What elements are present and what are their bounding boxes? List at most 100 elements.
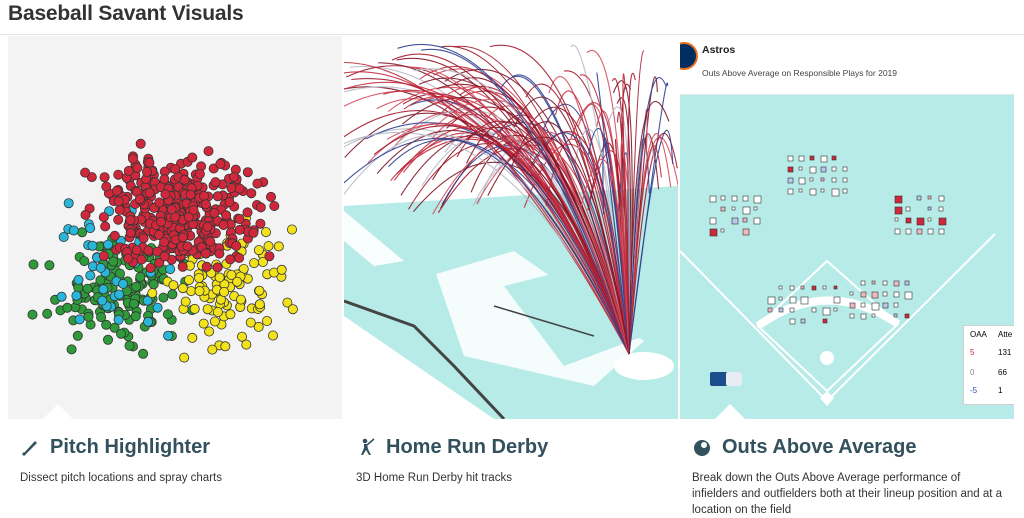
page-title: Baseball Savant Visuals [8,2,244,25]
hit-track [383,89,630,355]
card-title-row[interactable]: Outs Above Average [692,434,917,460]
pitch-dot [74,314,85,325]
hit-track [487,136,630,355]
pitch-dot [234,224,245,235]
pitch-highlighter-thumbnail[interactable] [8,36,342,419]
pitch-dot [124,340,135,351]
pitch-dot [109,230,120,241]
pitch-dot [163,330,174,341]
oaa-cell [904,291,913,300]
card-pitch-highlighter[interactable]: Pitch Highlighter Dissect pitch location… [8,36,342,504]
oaa-cell [709,217,717,225]
hit-track [432,139,630,355]
hit-track [627,72,636,355]
hit-track [407,66,630,355]
oaa-cell [860,280,866,286]
oaa-cell [800,285,805,290]
hit-track [351,78,630,355]
oaa-cell [904,313,910,319]
pitch-dot [101,181,112,192]
hit-track [373,125,630,355]
hit-track [628,77,667,355]
pitch-dot [234,213,245,224]
pitch-dot [261,315,272,326]
pitch-dot [148,279,159,290]
pitch-dot [27,309,38,320]
oaa-cell [842,188,848,194]
pitch-dot [144,157,155,168]
hit-track [393,125,630,355]
pitch-dot [162,309,173,320]
outs-above-average-thumbnail[interactable]: Astros Outs Above Average on Responsible… [680,36,1014,419]
pitch-dot [214,248,225,259]
card-title[interactable]: Pitch Highlighter [50,435,210,458]
pitch-dot [207,344,218,355]
pitch-dot [135,271,146,282]
hit-track [606,106,631,355]
pitch-dot [242,167,253,178]
card-pointer [378,404,410,420]
oaa-cell [767,296,776,305]
pitch-dot [231,240,242,251]
oaa-cell [720,195,726,201]
pitch-dot [113,214,124,225]
pitch-dot [202,304,213,315]
pitch-dot [199,190,210,201]
oaa-cell [833,285,838,290]
pitch-dot [177,261,188,272]
pitch-dot [183,211,194,222]
pitch-dot [177,283,188,294]
pitch-dot [125,227,136,238]
pitch-dot [108,256,119,267]
card-outs-above-average[interactable]: Astros Outs Above Average on Responsible… [680,36,1014,516]
oaa-cell [742,206,751,215]
pitch-dot [134,194,145,205]
pitch-dot [245,317,256,328]
oaa-cell [789,307,795,313]
oaa-cell [798,166,803,171]
pitch-dot [248,227,259,238]
oaa-cell [789,296,797,304]
pitch-dot [254,299,265,310]
card-home-run-derby[interactable]: Home Run Derby 3D Home Run Derby hit tra… [344,36,678,504]
pitch-dot [82,283,93,294]
pitch-dot [97,295,108,306]
oaa-cell [820,166,827,173]
table-cell: 131 [998,348,1012,357]
card-title[interactable]: Outs Above Average [722,435,917,458]
pitch-dot [87,240,98,251]
oaa-cell [893,302,899,308]
card-title-row[interactable]: Pitch Highlighter [20,434,210,460]
oaa-cell [811,285,817,291]
oaa-cell [882,280,888,286]
pitch-dot [62,302,73,313]
pitch-dot [187,332,198,343]
pitch-dot [201,261,212,272]
pitch-dot [182,241,193,252]
pitch-dot [167,289,178,300]
pitch-dot [112,185,123,196]
home-run-derby-thumbnail[interactable] [344,36,678,419]
oaa-cell [767,307,773,313]
pitch-dot [282,297,293,308]
card-title[interactable]: Home Run Derby [386,435,549,458]
oaa-cell [822,285,827,290]
hit-track [397,43,630,355]
pitch-dot [143,316,154,327]
pitch-dot [168,280,179,291]
pitch-dot [166,204,177,215]
hit-track [525,83,630,355]
oaa-cell [927,195,932,200]
batter-icon [356,437,376,457]
pitch-dot [113,314,124,325]
pitch-dot [131,281,142,292]
oaa-cell [800,296,809,305]
card-pointer [714,404,746,420]
pitch-dot [147,288,158,299]
oaa-cell [742,228,750,236]
pitch-dot [189,303,200,314]
pitch-dot [276,264,287,275]
pitch-dot [241,339,252,350]
card-title-row[interactable]: Home Run Derby [356,434,548,460]
hit-track [596,72,630,355]
